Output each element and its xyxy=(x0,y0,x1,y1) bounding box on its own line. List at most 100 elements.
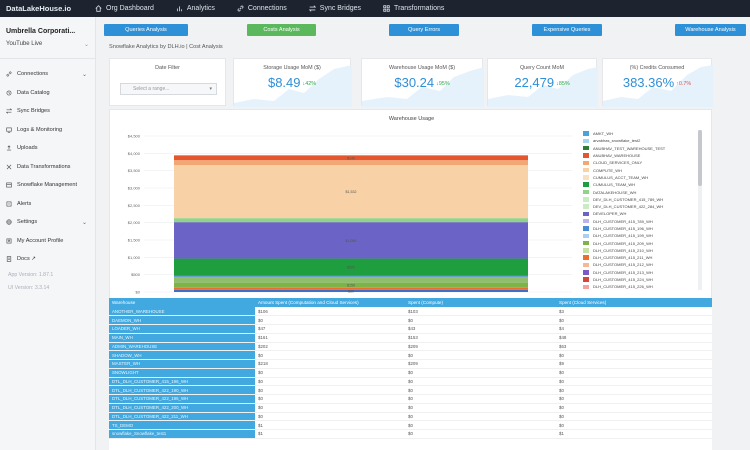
table-row[interactable]: MASTER_WH $218 $209 $9 xyxy=(109,359,712,369)
table-row[interactable]: DTL_DLH_CUSTOMER_422_196_WH $0 $0 $0 xyxy=(109,394,712,404)
sidebar-item-logs-monitoring[interactable]: Logs & Monitoring xyxy=(0,121,95,140)
bar-segment[interactable] xyxy=(174,155,528,161)
legend-scrollbar[interactable] xyxy=(698,130,702,290)
legend-item[interactable]: CUMULUS_ACCT_TEAM_WH xyxy=(583,174,695,181)
legend-item[interactable]: DLH_CUSTOMER_415_199_WH xyxy=(583,232,695,239)
warehouse-cell: SHADOW_WH xyxy=(109,350,255,360)
date-range-select[interactable]: Select a range... ▾ xyxy=(120,83,217,95)
bar-segment[interactable] xyxy=(174,282,528,288)
bar-segment[interactable] xyxy=(174,287,528,290)
kpi-card-query-count: Query Count MoM 22,479 ↓85% xyxy=(487,58,598,107)
brand-logo-text[interactable]: DataLakeHouse.io xyxy=(6,4,72,13)
legend-item[interactable]: DEVELOPER_WH xyxy=(583,210,695,217)
legend-item[interactable]: ANUBHAV_TEST_WAREHOUSE_TEST xyxy=(583,145,695,152)
sidebar-item-uploads[interactable]: Uploads xyxy=(0,139,95,158)
legend-item[interactable]: DEV_DLH_CUSTOMER_422_284_WH xyxy=(583,203,695,210)
bar-segment[interactable] xyxy=(174,222,528,259)
sidebar-item-label: Docs ↗ xyxy=(17,256,36,263)
nav-org-dashboard[interactable]: Org Dashboard xyxy=(95,5,154,12)
nav-transformations[interactable]: Transformations xyxy=(383,5,444,12)
bar-segment[interactable] xyxy=(174,258,528,276)
legend-label: DLH_CUSTOMER_415_196_WH xyxy=(593,226,653,231)
bar-segment[interactable] xyxy=(174,218,528,223)
sidebar-item-settings[interactable]: Settings ⌄ xyxy=(0,213,95,232)
kpi-value: $30.24 xyxy=(394,75,435,90)
table-row[interactable]: LOADER_WH $47 $43 $4 xyxy=(109,324,712,334)
sidebar-item-data-transformations[interactable]: Data Transformations xyxy=(0,158,95,177)
column-header[interactable]: Spent (Compute) xyxy=(405,298,556,307)
legend-item[interactable]: ANUBHAV_WAREHOUSE xyxy=(583,152,695,159)
legend-item[interactable]: COMPUTE_WH xyxy=(583,166,695,173)
table-body: ANOTHER_WAREHOUSE $106 $103 $3 DAEMON_WH $0 $0… xyxy=(109,307,712,439)
column-header[interactable]: Amount Spent (Computation and Cloud Serv… xyxy=(255,298,405,307)
table-row[interactable]: DTL_DLH_CUSTOMER_415_196_WH $0 $0 $0 xyxy=(109,377,712,387)
legend-swatch xyxy=(583,226,589,231)
sidebar-item-snowflake-management[interactable]: Snowflake Management xyxy=(0,176,95,195)
legend-item[interactable]: CUMULUS_TEAM_WH xyxy=(583,181,695,188)
table-row[interactable]: DTL_DLH_CUSTOMER_422_211_WH $0 $0 $0 xyxy=(109,412,712,422)
nav-analytics[interactable]: Analytics xyxy=(176,5,215,12)
tab-query-errors[interactable]: Query Errors xyxy=(389,24,459,36)
column-header[interactable]: Spent (Cloud Services) xyxy=(556,298,712,307)
sidebar-item-label: Snowflake Management xyxy=(17,182,78,189)
legend-item[interactable]: DLH_CUSTOMER_415_789_WH xyxy=(583,218,695,225)
legend-item[interactable]: CLOUD_SERVICES_ONLY xyxy=(583,159,695,166)
table-row[interactable]: ANOTHER_WAREHOUSE $106 $103 $3 xyxy=(109,307,712,317)
kpi-value: 383.36% xyxy=(622,75,675,90)
sidebar-item-connections[interactable]: Connections ⌄ xyxy=(0,65,95,84)
kpi-value: 22,479 xyxy=(514,75,555,90)
bar-segment[interactable] xyxy=(174,275,528,277)
tab-queries-analysis[interactable]: Queries Analysis xyxy=(104,24,188,36)
legend-item[interactable]: DLH_CUSTOMER_415_210_WH xyxy=(583,247,695,254)
legend-item[interactable]: DLH_CUSTOMER_415_224_WH xyxy=(583,276,695,283)
legend-item[interactable]: DLH_CUSTOMER_415_211_WH xyxy=(583,254,695,261)
tab-warehouse-analysis[interactable]: Warehouse Analysis xyxy=(675,24,746,36)
table-row[interactable]: ADMIN_WAREHOUSE $202 $209 $63 xyxy=(109,342,712,352)
table-row[interactable]: snowflake_Snowflake_test1 $1 $0 $1 xyxy=(109,429,712,439)
date-filter-card: Date Filter Select a range... ▾ xyxy=(109,58,226,106)
sidebar-item-alerts[interactable]: Alerts xyxy=(0,195,95,214)
analysis-tabs: Queries Analysis Costs Analysis Query Er… xyxy=(96,17,750,42)
legend-item[interactable]: DLH_CUSTOMER_415_226_WH xyxy=(583,283,695,290)
legend-swatch xyxy=(583,211,589,217)
legend-swatch xyxy=(583,204,589,209)
table-row[interactable]: DTL_DLH_CUSTOMER_422_190_WH $0 $0 $0 xyxy=(109,385,712,395)
legend-item[interactable]: arvabhas_snowflake_test2 xyxy=(583,137,695,144)
legend-item[interactable]: DLH_CUSTOMER_415_212_WH xyxy=(583,261,695,268)
bar-segment[interactable] xyxy=(174,160,528,166)
legend-swatch xyxy=(583,262,589,268)
scrollbar-thumb[interactable] xyxy=(698,130,702,186)
legend-item[interactable]: DATALAKEHOUSE_WH xyxy=(583,188,695,195)
warehouse-cell: DTL_DLH_CUSTOMER_415_196_WH xyxy=(109,377,255,387)
table-row[interactable]: SNOWLIGHT $0 $0 $0 xyxy=(109,368,712,378)
legend-item[interactable]: DEV_DLH_CUSTOMER_415_789_WH xyxy=(583,196,695,203)
nav-connections[interactable]: Connections xyxy=(237,5,287,12)
tab-costs-analysis[interactable]: Costs Analysis xyxy=(247,24,316,36)
bar-segment[interactable] xyxy=(174,289,528,292)
docs-icon xyxy=(6,256,12,262)
table-row[interactable]: DTL_DLH_CUSTOMER_422_200_WH $0 $0 $0 xyxy=(109,403,712,413)
bar-segment[interactable] xyxy=(174,276,528,283)
table-row[interactable]: SHADOW_WH $0 $0 $0 xyxy=(109,350,712,360)
bar-segment[interactable] xyxy=(174,165,528,219)
sidebar-item-data-catalog[interactable]: Data Catalog xyxy=(0,84,95,103)
legend-label: CUMULUS_TEAM_WH xyxy=(593,182,636,188)
table-row[interactable]: DAEMON_WH $0 $0 $0 xyxy=(109,315,712,325)
sidebar-item-sync-bridges[interactable]: Sync Bridges xyxy=(0,102,95,121)
column-header[interactable]: Warehouse xyxy=(109,298,255,307)
org-selector[interactable]: Umbrella Corporati... YouTube Live ⌄ xyxy=(0,17,95,48)
sidebar-item-docs[interactable]: Docs ↗ xyxy=(0,250,95,269)
warehouse-cell: ANOTHER_WAREHOUSE xyxy=(109,307,255,317)
legend-item[interactable]: DLH_CUSTOMER_415_196_WH xyxy=(583,225,695,232)
kpi-card-warehouse-usage: Warehouse Usage MoM ($) $30.24 ↓95% xyxy=(361,58,484,107)
legend-item[interactable]: DLH_CUSTOMER_415_213_WH xyxy=(583,269,695,276)
legend-item[interactable]: DLH_CUSTOMER_415_209_WH xyxy=(583,239,695,246)
nav-label: Transformations xyxy=(394,5,445,12)
sidebar-item-my-account-profile[interactable]: My Account Profile xyxy=(0,232,95,251)
legend-item[interactable]: AMKT_WH xyxy=(583,130,695,137)
nav-sync-bridges[interactable]: Sync Bridges xyxy=(308,5,361,12)
table-row[interactable]: TS_DEMO $1 $0 $0 xyxy=(109,420,712,430)
workspace-selector[interactable]: YouTube Live ⌄ xyxy=(6,41,89,48)
table-row[interactable]: MAIN_WH $161 $153 $48 xyxy=(109,333,712,343)
tab-expensive-queries[interactable]: Expensive Queries xyxy=(532,24,602,36)
